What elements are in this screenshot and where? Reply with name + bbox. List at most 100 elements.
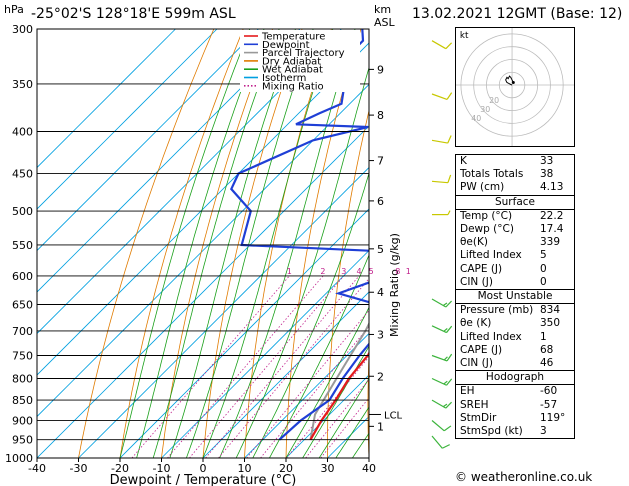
index-row: θe(K) 339 xyxy=(456,236,574,249)
index-label: K xyxy=(460,155,467,167)
index-label: SREH xyxy=(460,398,489,411)
wet-adiabat-line xyxy=(269,254,369,458)
height-tick-label: 5 xyxy=(377,243,384,256)
index-label: Lifted Index xyxy=(460,249,522,262)
index-label: CAPE (J) xyxy=(460,343,503,356)
wet-adiabat-line xyxy=(318,377,369,458)
index-row: Temp (°C) 22.2 xyxy=(456,210,574,223)
index-row: EH -60 xyxy=(456,385,574,398)
wind-barb xyxy=(431,174,452,184)
indices-table: K 33 Totals Totals 38 PW (cm) 4.13 Surface Te… xyxy=(455,154,575,440)
pressure-tick-label: 350 xyxy=(12,78,33,91)
x-tick-label: 30 xyxy=(321,462,335,475)
index-label: Lifted Index xyxy=(460,330,522,343)
index-label: Pressure (mb) xyxy=(460,304,534,317)
index-value: 1 xyxy=(540,330,547,343)
isotherm-line xyxy=(37,83,369,418)
hodograph-ring-label: 30 xyxy=(480,105,490,114)
index-row: CIN (J) 0 xyxy=(456,276,574,289)
dry-adiabat-line xyxy=(202,29,303,458)
legend-label: Mixing Ratio xyxy=(262,81,324,92)
wet-adiabat-line xyxy=(302,345,369,458)
pressure-tick-label: 450 xyxy=(12,167,33,180)
hodograph-ring-label: 40 xyxy=(471,114,481,123)
temperature-trace xyxy=(309,351,369,441)
mixing-ratio-line xyxy=(320,397,369,458)
pressure-tick-label: 900 xyxy=(12,414,33,427)
index-row: Dewp (°C) 17.4 xyxy=(456,223,574,236)
mixing-ratio-line xyxy=(205,275,360,458)
pressure-tick-label: 950 xyxy=(12,434,33,447)
dry-adiabat-line xyxy=(161,29,274,458)
index-value: 834 xyxy=(540,304,561,317)
index-value: 17.4 xyxy=(540,223,564,236)
isotherm-line xyxy=(161,249,369,458)
height-tick-label: 3 xyxy=(377,328,384,341)
height-tick-label: 9 xyxy=(377,63,384,76)
isotherm-line xyxy=(285,374,369,458)
mixing-ratio-line xyxy=(189,275,345,458)
index-label: θe (K) xyxy=(460,317,492,330)
mixing-ratio-line xyxy=(218,277,369,458)
isotherm-line xyxy=(37,42,369,376)
pressure-tick-label: 750 xyxy=(12,349,33,362)
index-row: Lifted Index 1 xyxy=(456,331,574,344)
mixing-ratio-value-label: 1 xyxy=(287,267,292,276)
pressure-tick-label: 400 xyxy=(12,126,33,139)
index-row: K 33 xyxy=(456,155,574,168)
mixing-ratio-value-label: 3 xyxy=(341,267,346,276)
height-tick-label: 7 xyxy=(377,155,384,168)
legend-label: Wet Adiabat xyxy=(262,65,323,76)
index-value: 119° xyxy=(540,411,566,424)
isotherm-line xyxy=(202,291,369,458)
height-tick-label: 1 xyxy=(377,420,384,433)
pressure-tick-label: 300 xyxy=(12,23,33,36)
x-tick-label: 10 xyxy=(238,462,252,475)
x-axis-label: Dewpoint / Temperature (°C) xyxy=(110,473,297,486)
legend-label: Isotherm xyxy=(262,73,306,84)
index-label: EH xyxy=(460,385,475,398)
height-unit-asl: ASL xyxy=(374,16,395,29)
wet-adiabat-line xyxy=(335,406,369,458)
mixing-ratio-value-label: 10 xyxy=(406,267,410,276)
mixing-ratio-value-label: 8 xyxy=(395,267,400,276)
index-value: 3 xyxy=(540,425,547,438)
index-value: 0 xyxy=(540,275,547,288)
index-label: PW (cm) xyxy=(460,181,505,194)
legend-label: Dry Adiabat xyxy=(262,56,321,67)
wet-adiabat-line xyxy=(252,171,369,458)
pressure-tick-label: 500 xyxy=(12,205,33,218)
x-tick-label: 40 xyxy=(362,462,376,475)
dry-adiabat-line xyxy=(119,29,244,458)
pressure-tick-label: 550 xyxy=(12,239,33,252)
index-label: StmDir xyxy=(460,411,497,424)
isotherm-line xyxy=(37,29,342,335)
wind-barb-column xyxy=(431,40,452,449)
x-tick-label: -30 xyxy=(70,462,88,475)
index-value: -57 xyxy=(540,398,558,411)
index-label: Totals Totals xyxy=(460,168,524,181)
index-label: CIN (J) xyxy=(460,357,493,370)
legend-label: Parcel Trajectory xyxy=(262,48,345,59)
height-tick-label: 2 xyxy=(377,370,384,383)
wet-adiabat-line xyxy=(152,29,280,458)
pressure-tick-label: 600 xyxy=(12,270,33,283)
hodograph-unit-label: kt xyxy=(460,31,469,41)
wet-adiabat-line xyxy=(235,66,369,458)
index-value: 22.2 xyxy=(540,209,564,222)
index-row: StmSpd (kt) 3 xyxy=(456,425,574,438)
dry-adiabat-line xyxy=(244,29,332,458)
height-tick-label: 8 xyxy=(377,109,384,122)
isotherm-line xyxy=(37,125,369,458)
plot-area xyxy=(37,29,369,458)
index-value: 46 xyxy=(540,357,554,370)
index-row: Lifted Index 5 xyxy=(456,249,574,262)
x-tick-label: -10 xyxy=(153,462,171,475)
index-label: θe(K) xyxy=(460,236,488,249)
index-value: 350 xyxy=(540,317,561,330)
isotherm-line xyxy=(37,29,176,169)
legend-label: Dewpoint xyxy=(262,40,310,51)
hodograph-ring-label: 20 xyxy=(489,96,499,105)
wet-adiabat-line xyxy=(202,29,334,458)
